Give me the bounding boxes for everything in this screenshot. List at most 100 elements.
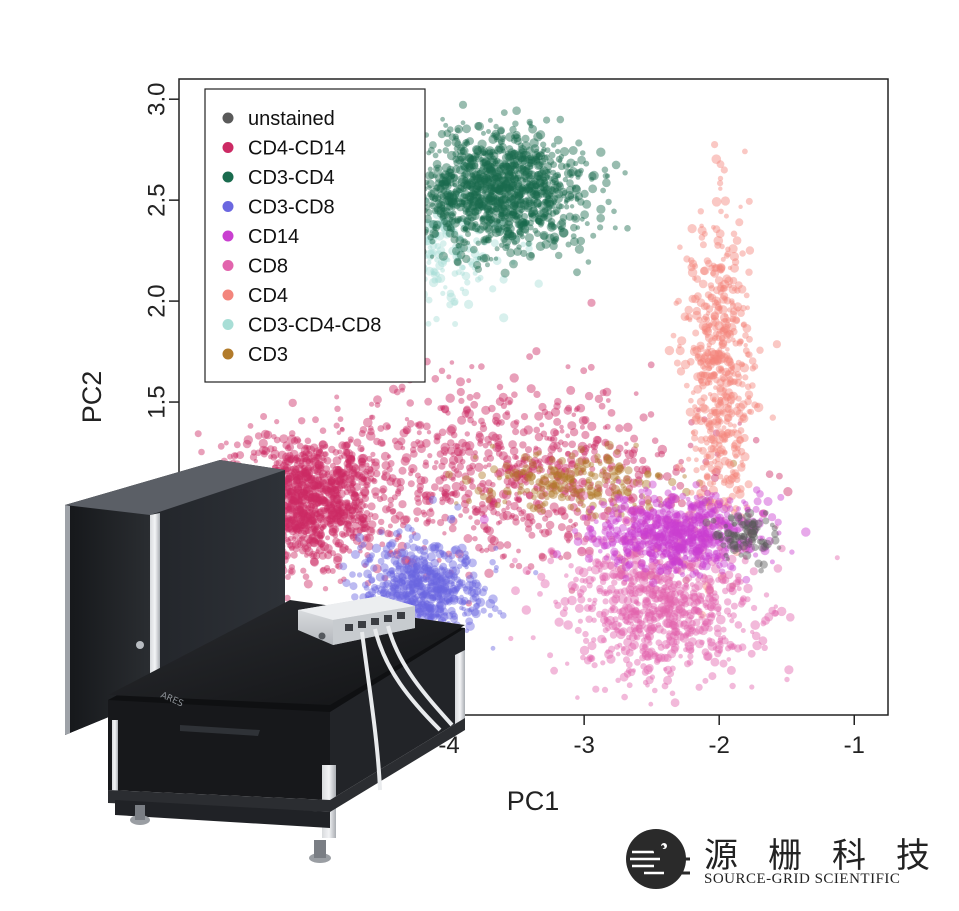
data-point <box>337 519 344 527</box>
data-point <box>298 462 305 468</box>
data-point <box>434 243 442 250</box>
data-point <box>452 299 458 306</box>
data-point <box>312 552 321 560</box>
data-point <box>438 216 444 222</box>
data-point <box>338 506 349 517</box>
data-point <box>358 430 366 437</box>
data-point <box>360 488 370 497</box>
data-point <box>285 506 292 513</box>
data-point <box>297 496 307 506</box>
data-point <box>319 526 325 531</box>
data-point <box>352 503 359 511</box>
data-point <box>301 472 312 482</box>
data-point <box>326 482 334 490</box>
data-point <box>382 470 388 476</box>
data-point <box>474 203 481 210</box>
data-point <box>353 491 359 497</box>
data-point <box>301 513 307 520</box>
data-point <box>386 466 393 473</box>
data-point <box>284 523 293 532</box>
data-point <box>310 465 320 475</box>
data-point <box>328 488 335 496</box>
data-point <box>288 498 294 505</box>
data-point <box>292 532 299 540</box>
data-point <box>304 437 312 445</box>
data-point <box>293 511 302 520</box>
data-point <box>308 493 315 500</box>
data-point <box>314 500 322 507</box>
data-point <box>307 454 316 463</box>
data-point <box>358 513 363 518</box>
data-point <box>440 267 445 273</box>
data-point <box>457 234 464 242</box>
data-point <box>303 473 312 482</box>
data-point <box>349 533 355 540</box>
data-point <box>289 499 295 505</box>
data-point <box>351 464 361 474</box>
data-point <box>298 478 307 487</box>
data-point <box>302 509 309 516</box>
data-point <box>304 528 311 535</box>
data-point <box>287 478 293 484</box>
data-point <box>387 523 393 529</box>
data-point <box>346 484 356 494</box>
data-point <box>292 524 301 534</box>
data-point <box>287 456 294 463</box>
data-point <box>348 489 356 497</box>
data-point <box>310 467 315 472</box>
data-point <box>475 276 482 283</box>
data-point <box>341 499 351 509</box>
data-point <box>318 464 325 471</box>
data-point <box>363 510 371 517</box>
data-point <box>335 539 344 548</box>
data-point <box>345 463 354 471</box>
data-point <box>293 455 299 461</box>
data-point <box>323 456 332 465</box>
data-point <box>331 515 339 522</box>
data-point <box>322 496 328 502</box>
data-point <box>387 502 394 509</box>
data-point <box>308 493 314 498</box>
data-point <box>290 499 297 506</box>
data-point <box>431 220 441 230</box>
data-point <box>304 485 314 495</box>
data-point <box>462 226 468 232</box>
data-point <box>310 443 319 452</box>
data-point <box>302 486 310 494</box>
data-point <box>291 539 302 549</box>
data-point <box>319 543 324 548</box>
data-point <box>350 480 356 487</box>
data-point <box>304 547 314 556</box>
data-point <box>357 501 366 510</box>
data-point <box>334 506 343 515</box>
data-point <box>372 492 379 499</box>
data-point <box>307 526 317 536</box>
data-point <box>353 504 363 514</box>
data-point <box>464 299 474 309</box>
data-point <box>337 479 348 489</box>
data-point <box>304 477 314 487</box>
data-point <box>324 551 333 560</box>
data-point <box>440 217 450 227</box>
data-point <box>441 225 451 235</box>
data-point <box>346 460 352 466</box>
data-point <box>310 492 320 502</box>
data-point <box>328 527 337 536</box>
data-point <box>429 249 437 257</box>
data-point <box>300 510 305 515</box>
data-point <box>317 540 325 548</box>
data-point <box>335 469 342 475</box>
data-point <box>268 454 274 460</box>
data-point <box>295 496 303 505</box>
data-point <box>367 469 375 478</box>
data-point <box>355 510 365 520</box>
data-point <box>326 480 333 487</box>
data-point <box>445 257 451 263</box>
data-point <box>314 460 324 470</box>
data-point <box>431 277 438 284</box>
data-point <box>340 532 347 539</box>
data-point <box>282 441 291 450</box>
data-point <box>455 269 462 276</box>
data-point <box>260 429 270 439</box>
